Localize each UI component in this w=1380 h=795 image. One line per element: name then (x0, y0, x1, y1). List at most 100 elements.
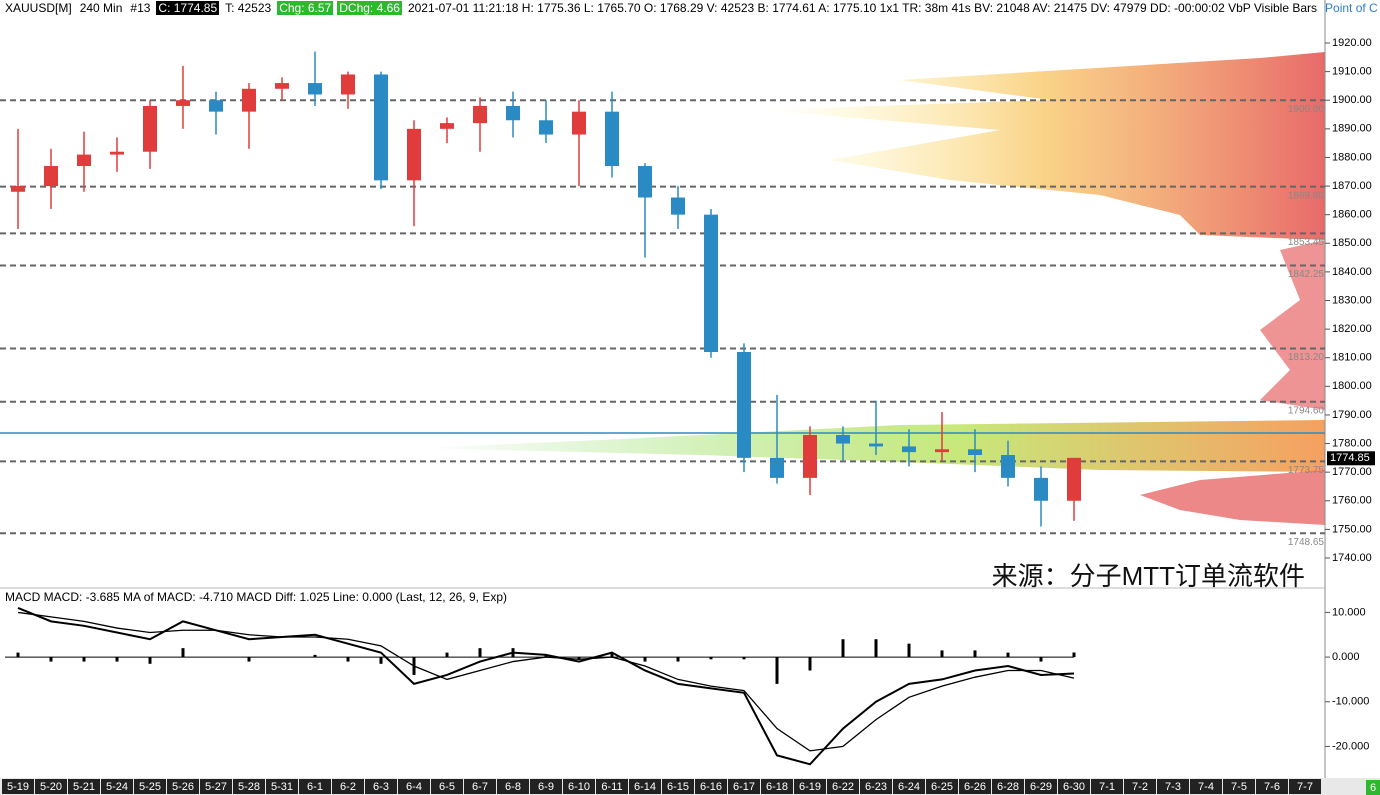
macd-line (17, 607, 1075, 766)
candle-body (110, 151, 124, 155)
y-tick-label: 1850.00 (1332, 237, 1372, 249)
date-box (1256, 779, 1288, 794)
y-tick-label: 1790.00 (1332, 409, 1372, 421)
y-tick-label: 10.000 (1332, 606, 1366, 618)
x-tick-label: 6-1 (307, 781, 323, 793)
x-tick-label: 5-24 (106, 781, 128, 793)
number: #13 (130, 1, 151, 15)
date-box (2, 779, 34, 794)
candle-body (572, 111, 586, 135)
x-tick-label: 7-3 (1165, 781, 1181, 793)
x-tick-label: 5-20 (40, 781, 62, 793)
candle-body (374, 74, 388, 181)
level-label: 1900.00 (1288, 104, 1325, 115)
date-box (464, 779, 496, 794)
current-price-box (1327, 451, 1375, 466)
candle-body (77, 154, 91, 167)
x-tick-label: 6-11 (601, 781, 622, 793)
date-box (827, 779, 859, 794)
watermark: 来源：分子MTT订单流软件 (992, 561, 1305, 591)
volume-profile (1260, 240, 1325, 410)
candle-body (869, 443, 883, 447)
candle-body (737, 351, 751, 458)
candle-body (968, 449, 982, 455)
corner-badge: 6 (1370, 782, 1376, 794)
ticks: T: 42523 (225, 1, 272, 15)
macd-line (17, 611, 1075, 752)
candle-body (11, 186, 25, 192)
y-tick-label: 1770.00 (1332, 466, 1372, 478)
date-box (200, 779, 232, 794)
date-box (332, 779, 364, 794)
y-tick-label: 1800.00 (1332, 380, 1372, 392)
candle-body (143, 105, 157, 152)
level-label: 1853.45 (1288, 237, 1325, 248)
x-tick-label: 5-28 (238, 781, 260, 793)
x-tick-label: 6-2 (340, 781, 356, 793)
x-tick-label: 6-30 (1063, 781, 1085, 793)
x-tick-label: 5-21 (73, 781, 95, 793)
corner-badge-bg (1366, 780, 1380, 795)
symbol: XAUUSD[M] (5, 1, 72, 15)
x-tick-label: 7-2 (1132, 781, 1148, 793)
date-box (959, 779, 991, 794)
date-box (1058, 779, 1090, 794)
candle-body (308, 83, 322, 95)
y-tick-label: 1880.00 (1332, 151, 1372, 163)
date-axis-bg (0, 778, 1380, 795)
y-tick-label: 1810.00 (1332, 352, 1372, 364)
link[interactable]: Point of C (1325, 1, 1378, 15)
y-tick-label: 1920.00 (1332, 37, 1372, 49)
date-box (1091, 779, 1123, 794)
x-tick-label: 7-6 (1264, 781, 1280, 793)
date-box (266, 779, 298, 794)
candle-body (440, 123, 454, 129)
level-label: 1748.65 (1288, 537, 1325, 548)
x-tick-label: 6-9 (538, 781, 554, 793)
candle-body (605, 111, 619, 167)
macd-title: MACD MACD: -3.685 MA of MACD: -4.710 MAC… (5, 590, 507, 604)
info: 2021-07-01 11:21:18 H: 1775.36 L: 1765.7… (407, 1, 1318, 15)
x-tick-label: 6-25 (931, 781, 953, 793)
level-label: 1773.75 (1288, 465, 1325, 476)
date-box (365, 779, 397, 794)
x-tick-label: 7-5 (1231, 781, 1247, 793)
y-tick-label: 1740.00 (1332, 552, 1372, 564)
header: XAUUSD[M] 240 Min #13 C: 1774.85 T: 4252… (3, 1, 1380, 15)
x-tick-label: 6-15 (667, 781, 689, 793)
x-tick-label: 6-24 (898, 781, 920, 793)
candle-body (770, 457, 784, 478)
candle-body (506, 105, 520, 121)
x-tick-label: 6-18 (766, 781, 788, 793)
date-box (101, 779, 133, 794)
date-box (860, 779, 892, 794)
candle-body (341, 74, 355, 95)
x-tick-label: 6-5 (439, 781, 455, 793)
candle-body (44, 166, 58, 187)
x-tick-label: 7-1 (1099, 781, 1115, 793)
y-tick-label: -20.000 (1332, 740, 1369, 752)
date-box (1124, 779, 1156, 794)
date-box (662, 779, 694, 794)
x-tick-label: 5-19 (7, 781, 29, 793)
candle-body (638, 166, 652, 198)
y-tick-label: 1760.00 (1332, 495, 1372, 507)
x-tick-label: 5-27 (205, 781, 227, 793)
x-tick-label: 6-17 (733, 781, 755, 793)
date-box (1025, 779, 1057, 794)
date-box (35, 779, 67, 794)
x-tick-label: 6-26 (964, 781, 986, 793)
y-tick-label: 1900.00 (1332, 94, 1372, 106)
candle-body (242, 88, 256, 112)
x-tick-label: 6-29 (1030, 781, 1052, 793)
date-box (992, 779, 1024, 794)
candle-body (176, 100, 190, 106)
x-tick-label: 6-7 (472, 781, 488, 793)
candle-body (935, 449, 949, 453)
date-box (1289, 779, 1321, 794)
level-label: 1794.60 (1288, 405, 1325, 416)
candle-body (836, 434, 850, 444)
y-tick-label: 1860.00 (1332, 209, 1372, 221)
x-tick-label: 6-14 (634, 781, 656, 793)
